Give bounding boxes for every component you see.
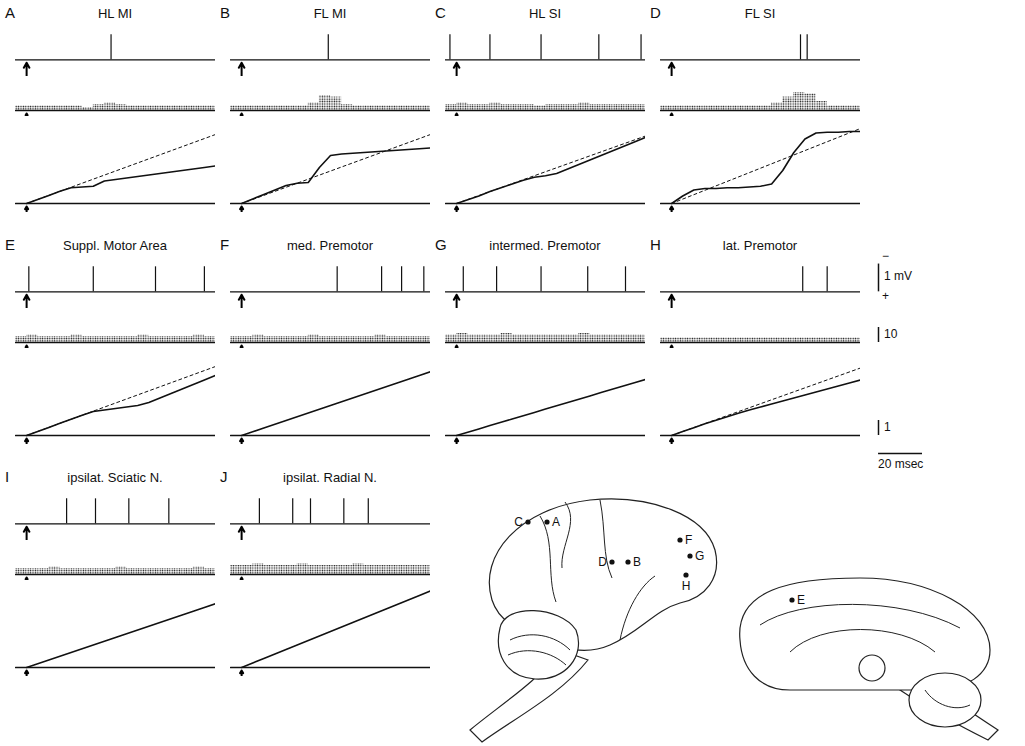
- html-text:HL MI: HL MI: [97, 6, 133, 21]
- svg-text:B: B: [633, 555, 641, 569]
- html-text:1 mV: 1 mV: [884, 269, 912, 284]
- html-text:ipsilat. Radial N.: ipsilat. Radial N.: [283, 470, 377, 485]
- html-text:G: G: [435, 236, 447, 253]
- svg-text:C: C: [514, 515, 523, 529]
- html-text:F: F: [220, 236, 230, 253]
- html-text:H: H: [650, 236, 661, 253]
- svg-text:F: F: [685, 533, 692, 547]
- html-text:1: 1: [884, 419, 891, 434]
- html-text:E: E: [5, 236, 15, 253]
- html-text:J: J: [220, 468, 228, 485]
- html-text:10: 10: [884, 326, 898, 341]
- html-text:20 msec: 20 msec: [878, 457, 924, 471]
- svg-text:H: H: [682, 579, 691, 593]
- html-text:Suppl. Motor Area: Suppl. Motor Area: [63, 238, 167, 253]
- html-text:med. Premotor: med. Premotor: [287, 238, 373, 253]
- svg-text:E: E: [797, 593, 805, 607]
- html-text:D: D: [650, 4, 661, 21]
- html-text:I: I: [5, 468, 10, 485]
- html-text:A: A: [5, 4, 15, 21]
- svg-text:D: D: [598, 555, 607, 569]
- html-text:intermed. Premotor: intermed. Premotor: [489, 238, 601, 253]
- svg-text:G: G: [695, 549, 704, 563]
- html-text:ipsilat. Sciatic N.: ipsilat. Sciatic N.: [67, 470, 163, 485]
- html-text:FL MI: FL MI: [313, 6, 347, 21]
- html-text:lat. Premotor: lat. Premotor: [722, 238, 798, 253]
- html-text:HL SI: HL SI: [529, 6, 561, 21]
- html-text:FL SI: FL SI: [744, 6, 776, 21]
- html-text:B: B: [220, 4, 230, 21]
- html-text:C: C: [435, 4, 446, 21]
- svg-text:A: A: [552, 515, 560, 529]
